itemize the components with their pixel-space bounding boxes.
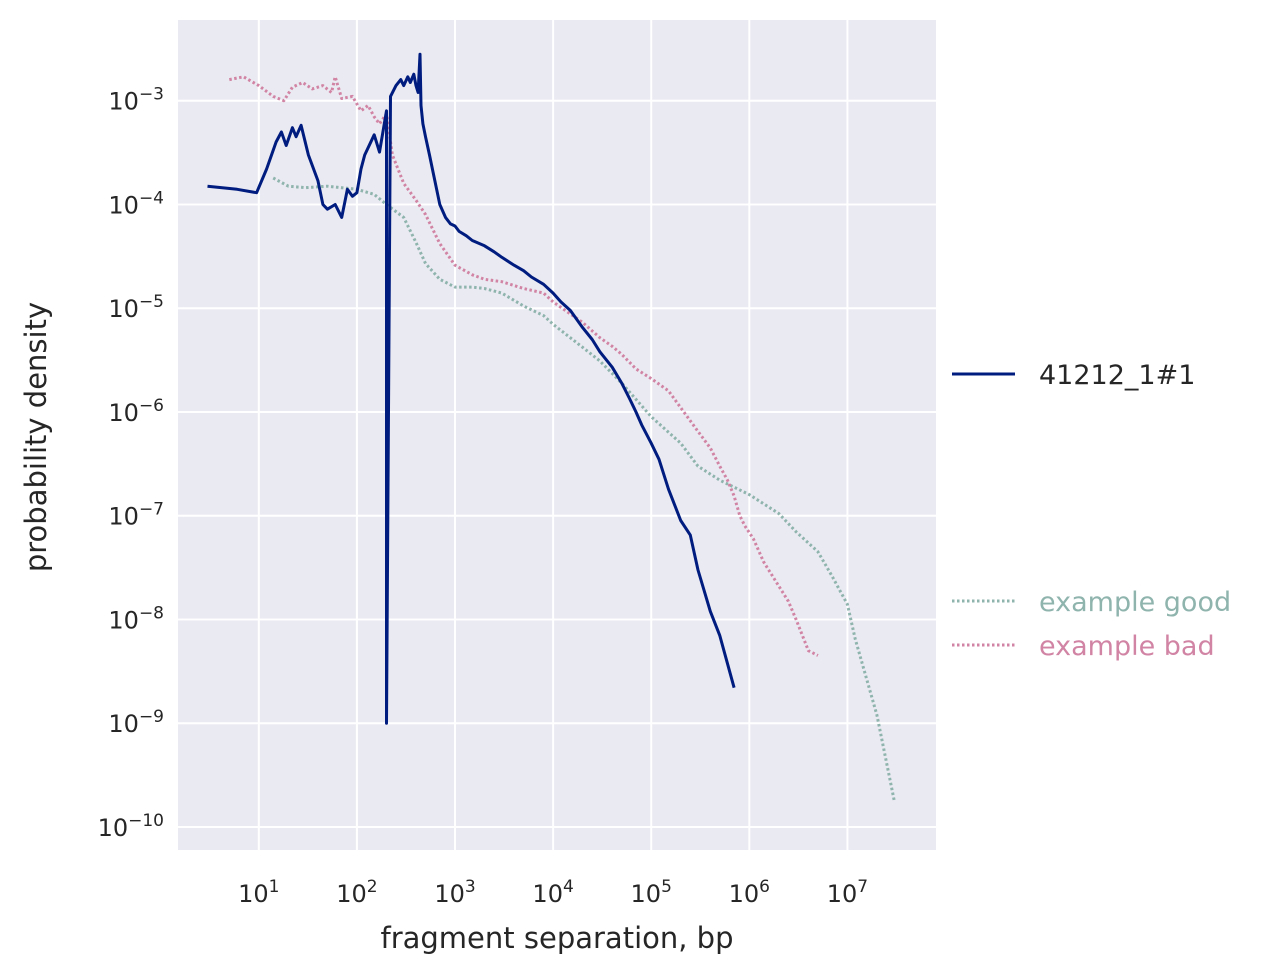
x-tick-label: 103 [434, 877, 475, 908]
legend-label: 41212_1#1 [1039, 360, 1195, 391]
y-tick-label: 10−6 [108, 396, 164, 427]
y-tick-label: 10−3 [108, 85, 164, 116]
y-tick-labels: 10−3 10−4 10−5 10−6 10−7 10−8 10−9 10−10 [98, 85, 164, 842]
y-tick-label: 10−9 [108, 707, 164, 738]
legend-main: 41212_1#1 [952, 360, 1195, 391]
plot-area [178, 20, 936, 850]
legend-entry: 41212_1#1 [952, 360, 1195, 391]
x-tick-label: 107 [827, 877, 868, 908]
x-tick-label: 105 [631, 877, 672, 908]
x-tick-labels: 101 102 103 104 105 106 107 [238, 877, 868, 908]
legend-entry: example good [952, 587, 1231, 618]
series-layer [207, 52, 896, 801]
series-line-example-bad [229, 75, 819, 657]
y-axis-label: probability density [19, 302, 53, 572]
legend-label: example good [1039, 587, 1231, 618]
y-tick-label: 10−4 [108, 188, 164, 219]
y-tick-label: 10−5 [108, 292, 164, 323]
y-tick-label: 10−10 [98, 811, 164, 842]
grid-lines [178, 20, 936, 850]
y-tick-label: 10−7 [108, 500, 164, 531]
legend-entry: example bad [952, 631, 1215, 662]
x-axis-label: fragment separation, bp [381, 921, 734, 955]
y-tick-label: 10−8 [108, 603, 164, 634]
x-tick-label: 106 [729, 877, 770, 908]
legend-label: example bad [1039, 631, 1215, 662]
x-tick-label: 102 [336, 877, 377, 908]
x-tick-label: 101 [238, 877, 279, 908]
legend-references: example good example bad [952, 587, 1231, 662]
series-line-example-good [272, 176, 896, 801]
series-line-41212-1-1 [207, 52, 736, 725]
x-tick-label: 104 [532, 877, 573, 908]
